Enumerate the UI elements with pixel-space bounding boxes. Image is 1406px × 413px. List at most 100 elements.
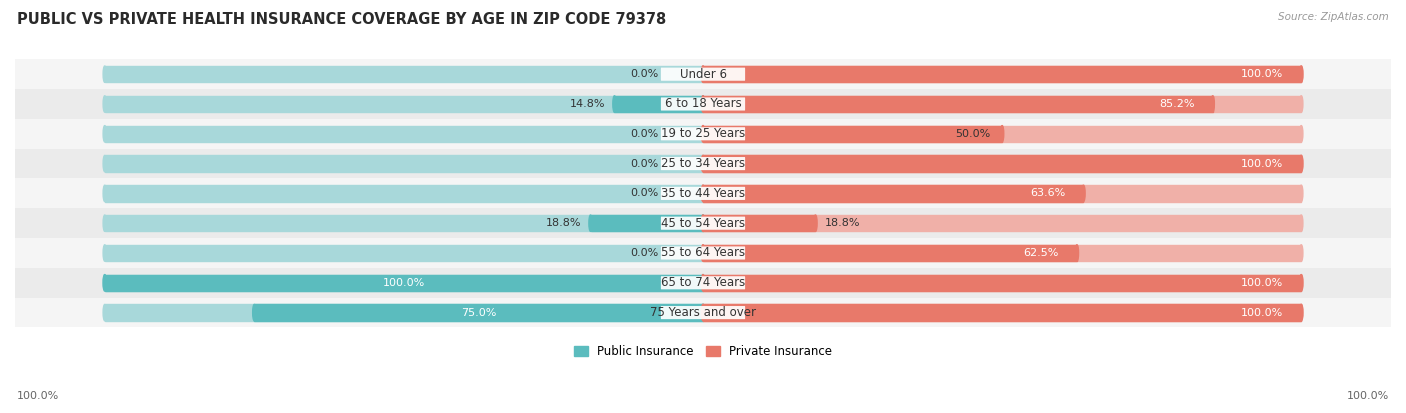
Circle shape <box>702 304 704 321</box>
Text: 0.0%: 0.0% <box>630 248 658 258</box>
Text: 100.0%: 100.0% <box>1241 278 1284 288</box>
Circle shape <box>103 245 107 261</box>
Bar <box>104 126 703 142</box>
Bar <box>104 215 703 231</box>
Text: 50.0%: 50.0% <box>955 129 990 139</box>
Circle shape <box>1001 126 1004 142</box>
Text: 0.0%: 0.0% <box>630 129 658 139</box>
Circle shape <box>1299 304 1303 321</box>
Bar <box>703 126 1002 142</box>
Text: 63.6%: 63.6% <box>1031 188 1066 198</box>
Circle shape <box>702 66 704 82</box>
Text: 100.0%: 100.0% <box>17 391 59 401</box>
Text: 14.8%: 14.8% <box>569 99 606 109</box>
Bar <box>703 245 1302 261</box>
Text: Under 6: Under 6 <box>679 68 727 81</box>
FancyBboxPatch shape <box>15 238 1391 268</box>
Circle shape <box>103 304 107 321</box>
Circle shape <box>1299 185 1303 202</box>
FancyBboxPatch shape <box>661 276 745 290</box>
Text: 19 to 25 Years: 19 to 25 Years <box>661 127 745 140</box>
Circle shape <box>702 245 704 261</box>
Circle shape <box>103 96 107 112</box>
Text: 100.0%: 100.0% <box>1241 159 1284 169</box>
Circle shape <box>702 96 704 112</box>
Bar <box>104 185 703 202</box>
Circle shape <box>702 304 704 321</box>
Text: 100.0%: 100.0% <box>1241 308 1284 318</box>
Text: 25 to 34 Years: 25 to 34 Years <box>661 157 745 170</box>
Bar <box>703 155 1302 172</box>
FancyBboxPatch shape <box>15 298 1391 328</box>
Bar <box>703 185 1302 202</box>
Circle shape <box>702 215 704 231</box>
Text: 75.0%: 75.0% <box>461 308 496 318</box>
Bar <box>703 275 1302 291</box>
Bar <box>703 185 1084 202</box>
Circle shape <box>702 245 704 261</box>
FancyBboxPatch shape <box>15 178 1391 208</box>
Circle shape <box>1299 275 1303 291</box>
Circle shape <box>613 96 616 112</box>
Circle shape <box>702 185 704 202</box>
Bar <box>104 245 703 261</box>
Text: 62.5%: 62.5% <box>1024 248 1059 258</box>
Text: 0.0%: 0.0% <box>630 69 658 79</box>
Text: 100.0%: 100.0% <box>1347 391 1389 401</box>
Circle shape <box>103 66 107 82</box>
Circle shape <box>702 275 704 291</box>
Circle shape <box>702 245 704 261</box>
Circle shape <box>702 185 704 202</box>
Circle shape <box>702 275 704 291</box>
Circle shape <box>702 155 704 172</box>
FancyBboxPatch shape <box>661 217 745 230</box>
Circle shape <box>702 96 704 112</box>
Bar <box>703 96 1302 112</box>
Text: 100.0%: 100.0% <box>1241 69 1284 79</box>
Bar <box>104 275 703 291</box>
Bar <box>104 155 703 172</box>
Bar <box>104 96 703 112</box>
Text: 100.0%: 100.0% <box>382 278 425 288</box>
FancyBboxPatch shape <box>661 187 745 200</box>
Circle shape <box>702 304 704 321</box>
FancyBboxPatch shape <box>15 208 1391 238</box>
Circle shape <box>103 185 107 202</box>
Circle shape <box>702 215 704 231</box>
FancyBboxPatch shape <box>661 247 745 259</box>
FancyBboxPatch shape <box>661 306 745 319</box>
Circle shape <box>702 275 704 291</box>
Circle shape <box>702 215 704 231</box>
Bar <box>104 275 703 291</box>
Circle shape <box>702 185 704 202</box>
Text: 18.8%: 18.8% <box>824 218 860 228</box>
Circle shape <box>1299 126 1303 142</box>
Bar <box>703 304 1302 321</box>
Circle shape <box>1299 275 1303 291</box>
Circle shape <box>1076 245 1078 261</box>
Legend: Public Insurance, Private Insurance: Public Insurance, Private Insurance <box>569 340 837 363</box>
Bar <box>104 304 703 321</box>
Text: 18.8%: 18.8% <box>546 218 582 228</box>
Bar <box>703 275 1302 291</box>
Text: 6 to 18 Years: 6 to 18 Years <box>665 97 741 111</box>
Circle shape <box>253 304 256 321</box>
Circle shape <box>1299 66 1303 82</box>
Bar <box>104 66 703 82</box>
FancyBboxPatch shape <box>15 149 1391 178</box>
Circle shape <box>1081 185 1085 202</box>
Circle shape <box>702 96 704 112</box>
Circle shape <box>1299 66 1303 82</box>
Bar <box>703 96 1213 112</box>
FancyBboxPatch shape <box>15 119 1391 149</box>
Circle shape <box>589 215 592 231</box>
FancyBboxPatch shape <box>661 97 745 111</box>
Circle shape <box>702 215 704 231</box>
Bar <box>703 215 1302 231</box>
Bar <box>703 66 1302 82</box>
Circle shape <box>702 66 704 82</box>
Circle shape <box>702 155 704 172</box>
FancyBboxPatch shape <box>661 68 745 81</box>
Text: 35 to 44 Years: 35 to 44 Years <box>661 187 745 200</box>
Circle shape <box>103 215 107 231</box>
